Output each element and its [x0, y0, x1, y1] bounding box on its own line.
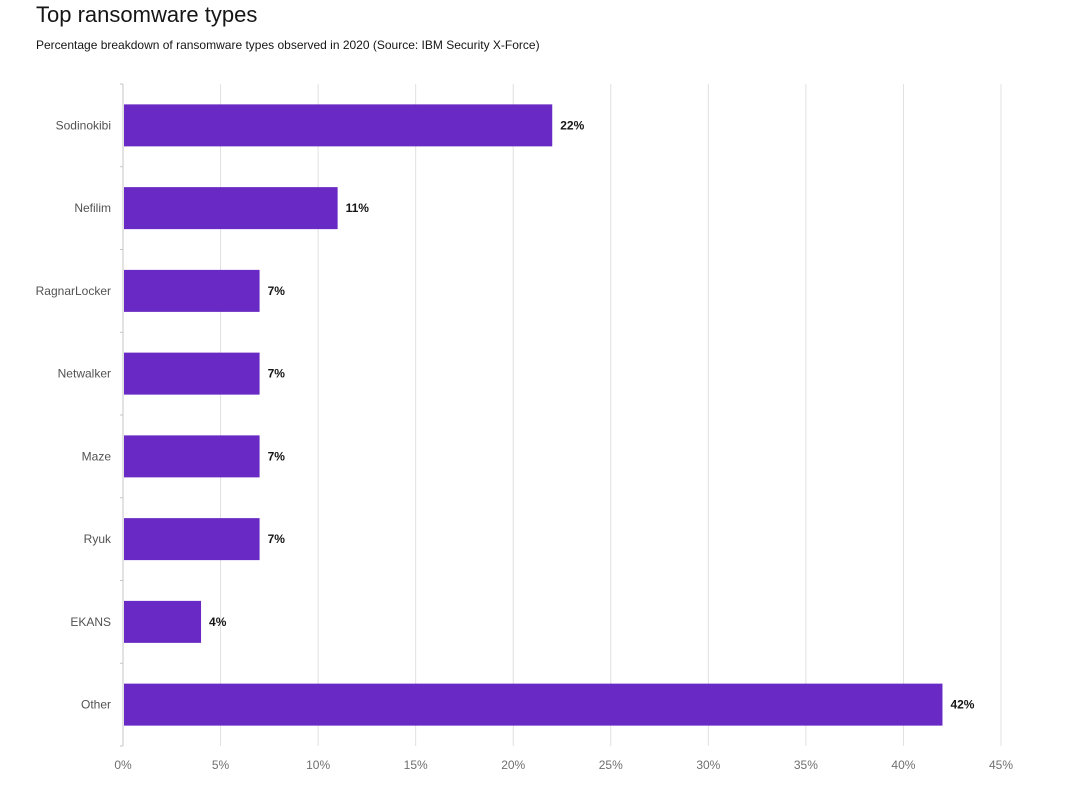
- bar: [124, 187, 338, 230]
- bar: [124, 600, 202, 643]
- category-label: Netwalker: [58, 367, 111, 381]
- data-label: 42%: [950, 698, 974, 712]
- x-tick-label: 25%: [599, 758, 623, 772]
- category-label: Nefilim: [74, 201, 111, 215]
- category-label: Maze: [82, 449, 112, 463]
- category-label: Ryuk: [84, 532, 112, 546]
- data-label: 4%: [209, 615, 227, 629]
- x-tick-label: 0%: [114, 758, 132, 772]
- bar: [124, 269, 260, 312]
- category-label: Sodinokibi: [56, 118, 111, 132]
- data-label: 22%: [560, 118, 584, 132]
- x-tick-label: 35%: [794, 758, 818, 772]
- data-label: 7%: [268, 284, 286, 298]
- x-tick-label: 15%: [404, 758, 428, 772]
- bar: [124, 352, 260, 395]
- chart-subtitle: Percentage breakdown of ransomware types…: [36, 38, 540, 52]
- x-tick-label: 45%: [989, 758, 1013, 772]
- chart-title: Top ransomware types: [36, 2, 258, 27]
- x-tick-label: 30%: [696, 758, 720, 772]
- bar: [124, 683, 943, 726]
- bar: [124, 104, 553, 147]
- data-label: 7%: [268, 449, 286, 463]
- data-label: 7%: [268, 367, 286, 381]
- x-tick-label: 20%: [501, 758, 525, 772]
- category-label: EKANS: [70, 615, 111, 629]
- x-tick-label: 10%: [306, 758, 330, 772]
- bar: [124, 435, 260, 478]
- bar: [124, 518, 260, 561]
- x-tick-label: 5%: [212, 758, 230, 772]
- data-label: 11%: [346, 201, 370, 215]
- grid-lines: [220, 84, 1002, 746]
- category-label: Other: [81, 698, 111, 712]
- x-tick-label: 40%: [891, 758, 915, 772]
- axes: [120, 83, 124, 747]
- category-label: RagnarLocker: [36, 284, 111, 298]
- data-label: 7%: [268, 532, 286, 546]
- labels: 0% 5% 10% 15% 20% 25% 30% 35% 40% 45% Sodinokibi 22…: [36, 118, 1014, 772]
- bars: [124, 104, 943, 726]
